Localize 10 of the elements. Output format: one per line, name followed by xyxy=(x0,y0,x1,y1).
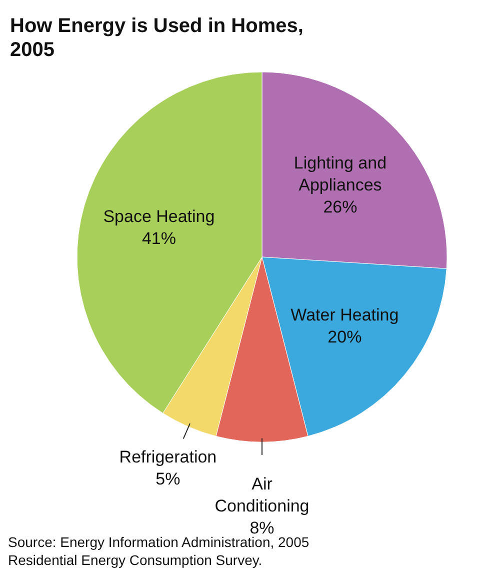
data-label: 5% xyxy=(156,469,180,488)
data-label: 26% xyxy=(323,198,358,217)
slice-label: Space Heating xyxy=(103,207,215,226)
slice-label: Lighting and Appliances xyxy=(294,154,387,195)
chart-title: How Energy is Used in Homes, 2005 xyxy=(10,15,304,61)
data-label: 20% xyxy=(328,327,362,346)
data-label: 41% xyxy=(142,229,176,248)
slice-label: Refrigeration xyxy=(119,447,217,466)
slice-label: Water Heating xyxy=(290,305,399,324)
slice-label: Air Conditioning xyxy=(214,474,310,516)
